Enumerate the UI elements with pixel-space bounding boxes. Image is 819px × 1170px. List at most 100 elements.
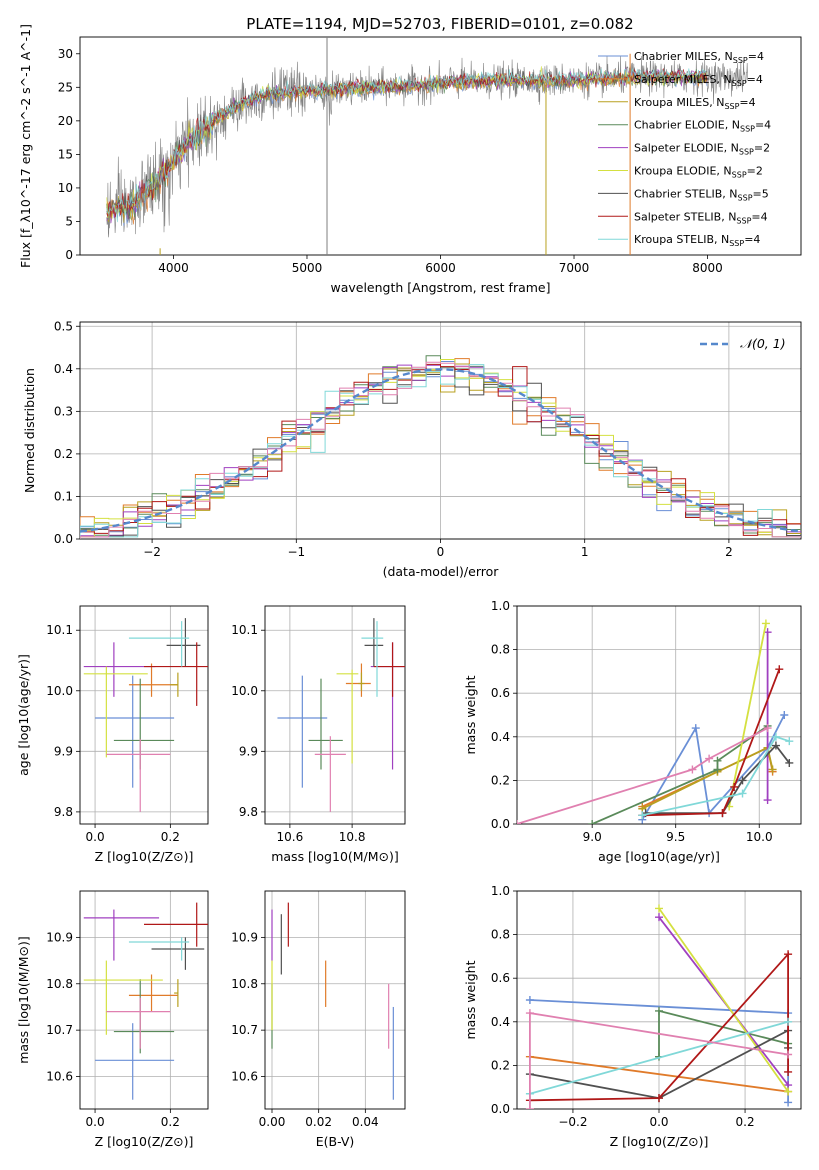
legend-label: Kroupa MILES, NSSP=4 [634,96,756,111]
y-axis-label: mass weight [463,960,478,1039]
weight-series-line [517,727,769,824]
errorbar-point [113,979,175,1054]
plot-frame [264,605,406,825]
x-tick-label: 0.02 [305,1115,332,1129]
plot-area [277,618,405,812]
weight-series-line [529,1020,789,1095]
y-tick-label: 0.1 [54,489,73,503]
errorbar-point [83,960,163,1035]
y-tick-label: 10.8 [231,977,258,991]
weight-marker [763,724,772,733]
y-tick-label: 10.9 [231,930,258,944]
histogram-series [80,363,801,539]
y-tick-label: 1.0 [491,884,510,898]
y-tick-label: 0.8 [491,928,510,942]
errorbar-point [106,739,171,812]
weight-marker [718,809,727,818]
weight-vs-metallicity-panel: −0.2 0.0 0.2 0.0 0.2 0.4 0.6 0.8 1.0 Z [log10(Z/Z… [463,884,802,1149]
weight-marker [784,1017,793,1026]
spectrum-panel: 4000 5000 6000 7000 8000 0 5 10 15 20 25 30 waveleng… [18,24,802,295]
errorbar-point [373,642,405,697]
plot-area [83,902,208,1100]
gaussian-curve [80,368,801,533]
weight-marker [705,754,714,763]
x-axis-label: (data-model)/error [383,564,500,579]
plot-frame [264,890,406,1110]
legend-label: Chabrier ELODIE, NSSP=4 [634,119,771,134]
y-tick-label: 10.6 [231,1070,258,1084]
y-axis-label: mass weight [463,675,478,754]
weight-marker [775,665,784,674]
errorbar-point [113,678,175,770]
y-tick-label: 10.7 [46,1023,73,1037]
weight-marker [784,1067,793,1076]
x-tick-label: 6000 [425,261,456,275]
errorbar-point [361,621,384,697]
y-tick-label: 0 [65,248,73,262]
weight-marker [771,732,780,741]
plot-area [80,355,801,539]
legend-label: 𝒩(0, 1) [740,336,786,351]
errorbar-point [345,663,371,697]
plot-frame [516,890,802,1110]
y-tick-label: 10.1 [46,623,73,637]
y-axis-label: age [log10(age/yr)] [16,654,31,776]
y-tick-label: 9.9 [54,744,73,758]
weight-marker [588,820,597,824]
x-tick-label: 5000 [292,261,323,275]
y-tick-label: 30 [58,47,73,61]
plot-area [517,619,794,824]
errorbar-point [151,937,205,970]
y-tick-label: 5 [65,214,73,228]
y-tick-label: 0.0 [491,1102,510,1116]
y-tick-label: 1.0 [491,599,510,613]
errorbar-point [174,979,179,1007]
y-tick-label: 10.0 [46,684,73,698]
plot-area [106,37,748,255]
legend-label: Salpeter STELIB, NSSP=4 [634,210,768,225]
errorbar-point [358,672,365,691]
x-axis-label: Z [log10(Z/Z⊙)] [95,1134,194,1149]
x-tick-label: 0.2 [736,1115,755,1129]
x-tick-label: −2 [143,545,161,559]
weight-series-line [642,735,790,817]
legend-label: Chabrier MILES, NSSP=4 [634,50,764,65]
x-tick-label: 8000 [692,261,723,275]
plot-area [271,902,394,1100]
mass-vs-ebv-panel: 0.00 0.02 0.04 10.6 10.7 10.8 10.9 E(B-V) [231,890,406,1149]
x-tick-label: 0.00 [259,1115,286,1129]
y-axis-label: mass [log10(M/M⊙)] [16,936,31,1064]
y-tick-label: 10.7 [231,1023,258,1037]
y-tick-label: 20 [58,114,73,128]
age-vs-mass-panel: 10.6 10.8 9.8 9.9 10.0 10.1 mass [log10(M/M⊙)] [231,605,406,864]
weight-marker [525,1105,534,1109]
weight-marker [713,765,722,774]
legend-label: Salpeter ELODIE, NSSP=2 [634,142,770,157]
plot-frame [79,36,802,256]
errorbar-point [95,675,175,788]
y-axis-label: Normed distribution [22,368,37,493]
y-tick-label: 9.9 [239,744,258,758]
weight-marker [638,811,647,820]
x-tick-label: 0.04 [352,1115,379,1129]
y-tick-label: 0.0 [491,817,510,831]
errorbar-point [308,678,343,770]
x-axis-label: mass [log10(M/M⊙)] [271,849,399,864]
x-tick-label: 4000 [158,261,189,275]
errorbar-point [170,672,179,697]
y-tick-label: 0.4 [491,730,510,744]
errorbar-point [166,618,201,667]
weight-marker [763,796,772,805]
x-tick-label: 10.6 [277,830,304,844]
errorbar-point [128,974,178,1012]
y-tick-label: 0.0 [54,532,73,546]
x-axis-label: E(B-V) [316,1134,355,1149]
errorbar-point [83,666,148,758]
y-tick-label: 0.2 [491,1058,510,1072]
weight-marker [780,711,789,719]
y-tick-label: 10.8 [46,977,73,991]
weight-series-line [529,951,789,1102]
age-vs-metallicity-panel: 0.0 0.2 9.8 9.9 10.0 10.1 Z [log10(Z/Z⊙)] age [… [16,605,209,864]
weight-marker [713,756,722,765]
x-tick-label: 9.0 [583,830,602,844]
